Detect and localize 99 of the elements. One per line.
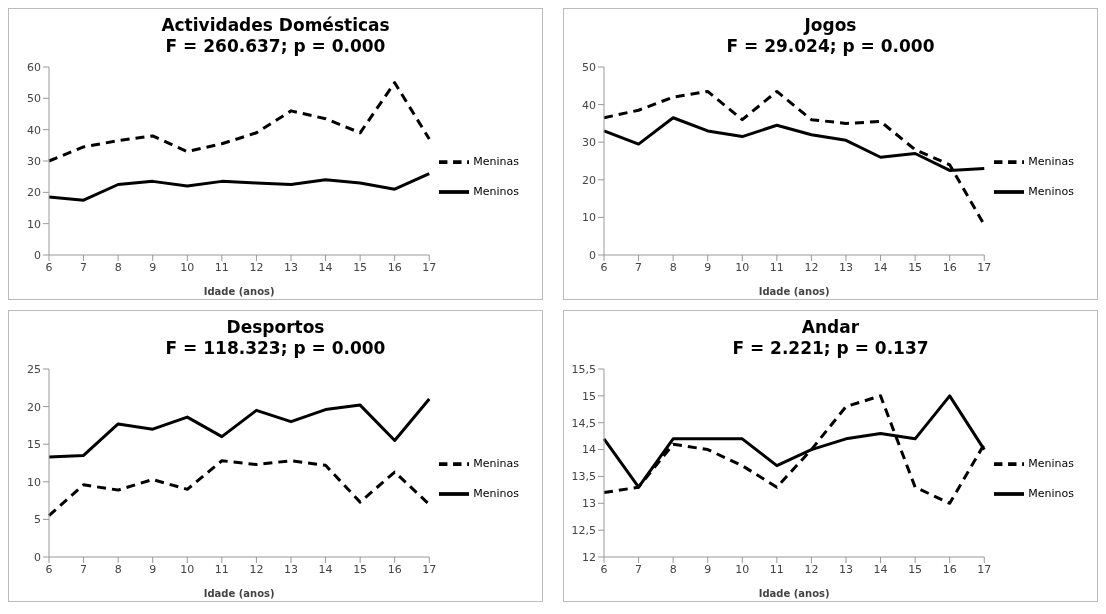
legend-label: Meninos [1028,185,1074,198]
x-tick-label: 13 [838,260,853,274]
x-tick-label: 15 [353,562,368,576]
x-tick-label: 10 [180,562,195,576]
x-tick-label: 17 [977,562,992,576]
x-tick-label: 11 [214,562,229,576]
y-tick-label: 20 [27,186,41,200]
x-tick-label: 7 [635,260,643,274]
x-tick-label: 6 [600,260,608,274]
y-tick-label: 12,5 [571,524,596,538]
x-tick-label: 7 [80,562,88,576]
line-series [47,459,431,518]
y-tick-label: 30 [582,136,596,150]
y-tick-label: 20 [582,173,596,187]
x-tick-label: 6 [600,562,608,576]
legend-label: Meninas [1028,155,1074,168]
y-tick-label: 0 [589,248,596,262]
y-tick-label: 40 [27,123,41,137]
x-tick-label: 10 [735,260,750,274]
x-tick-label: 15 [353,260,368,274]
x-tick-label: 15 [908,260,923,274]
y-tick-label: 14,5 [571,416,596,430]
chart-title: Actividades Domésticas [160,15,391,36]
x-tick-label: 9 [704,562,712,576]
x-tick-label: 13 [283,260,298,274]
chart-subtitle: F = 2.221; p = 0.137 [731,338,930,359]
x-tick-label: 14 [318,260,333,274]
x-tick-label: 12 [804,260,819,274]
y-tick-label: 10 [27,217,41,231]
y-tick-label: 15 [27,438,41,452]
y-tick-label: 0 [34,550,41,564]
y-tick-label: 30 [27,154,41,168]
x-tick-label: 8 [669,260,677,274]
chart-subtitle: F = 118.323; p = 0.000 [164,338,387,359]
chart-title: Andar [800,317,861,338]
y-tick-label: 20 [27,400,41,414]
y-tick-label: 15,5 [571,362,596,376]
x-tick-label: 10 [180,260,195,274]
x-tick-label: 8 [114,562,122,576]
x-tick-label: 13 [838,562,853,576]
x-tick-label: 16 [387,260,402,274]
line-series [47,397,431,459]
x-tick-label: 9 [704,260,712,274]
x-axis-title: Idade (anos) [758,588,830,599]
x-tick-label: 13 [283,562,298,576]
x-tick-label: 6 [45,260,53,274]
x-tick-label: 8 [114,260,122,274]
y-tick-label: 12 [582,550,596,564]
y-tick-label: 13 [582,497,596,511]
y-tick-label: 15 [582,389,596,403]
x-tick-label: 11 [214,260,229,274]
legend-label: Meninos [473,487,519,500]
x-tick-label: 16 [387,562,402,576]
y-tick-label: 25 [27,362,41,376]
line-series [47,172,431,202]
x-tick-label: 14 [318,562,333,576]
x-tick-label: 16 [942,260,957,274]
x-axis-title: Idade (anos) [203,588,275,599]
x-tick-label: 11 [769,260,784,274]
x-tick-label: 14 [873,562,888,576]
x-tick-label: 7 [80,260,88,274]
legend-label: Meninos [473,185,519,198]
legend-label: Meninas [473,155,519,168]
legend-label: Meninas [473,457,519,470]
x-tick-label: 16 [942,562,957,576]
x-tick-label: 12 [804,562,819,576]
y-tick-label: 10 [582,211,596,225]
y-tick-label: 0 [34,248,41,262]
y-tick-label: 13,5 [571,470,596,484]
y-tick-label: 5 [34,513,41,527]
y-tick-label: 14 [582,443,596,457]
y-tick-label: 60 [27,60,41,74]
x-tick-label: 17 [422,562,437,576]
y-tick-label: 10 [27,475,41,489]
x-axis-title: Idade (anos) [203,286,275,297]
legend-label: Meninos [1028,487,1074,500]
chart-title: Jogos [802,15,858,36]
x-tick-label: 17 [422,260,437,274]
legend-label: Meninas [1028,457,1074,470]
x-tick-label: 11 [769,562,784,576]
chart-title: Desportos [225,317,326,338]
x-tick-label: 10 [735,562,750,576]
chart-subtitle: F = 260.637; p = 0.000 [164,36,387,57]
x-tick-label: 12 [249,260,264,274]
x-tick-label: 17 [977,260,992,274]
x-tick-label: 7 [635,562,643,576]
x-tick-label: 12 [249,562,264,576]
x-tick-label: 15 [908,562,923,576]
line-series [47,81,431,163]
x-tick-label: 6 [45,562,53,576]
x-tick-label: 9 [149,562,157,576]
x-tick-label: 14 [873,260,888,274]
y-tick-label: 40 [582,98,596,112]
chart-subtitle: F = 29.024; p = 0.000 [725,36,936,57]
x-axis-title: Idade (anos) [758,286,830,297]
x-tick-label: 9 [149,260,157,274]
y-tick-label: 50 [27,92,41,106]
x-tick-label: 8 [669,562,677,576]
y-tick-label: 50 [582,60,596,74]
